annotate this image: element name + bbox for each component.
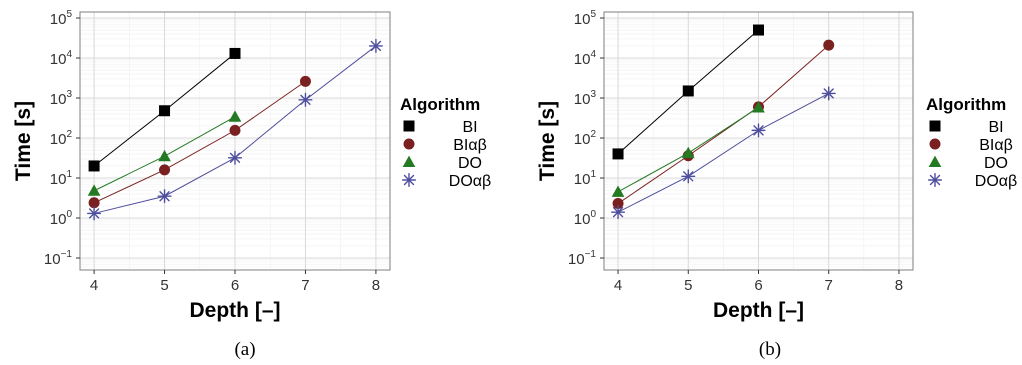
data-point	[87, 206, 102, 221]
y-tick-label: 10−1	[44, 249, 73, 268]
y-tick-label: 10−1	[568, 249, 597, 268]
series-square	[612, 24, 764, 160]
legend-label: BI	[462, 119, 477, 136]
y-tick-label: 104	[574, 49, 597, 68]
y-tick-label: 105	[574, 9, 597, 28]
legend-key	[927, 172, 943, 188]
data-point	[159, 105, 171, 117]
series-line	[617, 92, 829, 213]
data-point	[87, 184, 101, 196]
data-point	[88, 160, 100, 172]
legend-key	[928, 155, 942, 168]
x-tick-label: 7	[825, 277, 833, 294]
legend-label: DO	[984, 155, 1008, 172]
y-tick-label: 101	[574, 169, 597, 188]
x-axis-title: Depth [–]	[713, 299, 804, 322]
y-tick-label: 101	[50, 169, 73, 188]
series-circle	[88, 75, 311, 209]
data-point	[159, 164, 171, 176]
series-asterisk	[611, 86, 836, 220]
y-axis-title: Time [s]	[536, 101, 559, 181]
legend-label: DO	[458, 155, 482, 172]
x-tick-label: 8	[895, 277, 903, 294]
legend-label: DOαβ	[975, 173, 1017, 190]
data-point	[752, 101, 765, 113]
legend-title: Algorithm	[926, 95, 1006, 114]
data-point	[229, 124, 241, 136]
series-line	[93, 80, 306, 204]
x-tick-label: 8	[372, 277, 380, 294]
x-tick-label: 6	[231, 277, 239, 294]
data-point	[229, 47, 241, 59]
data-point	[823, 39, 835, 51]
data-point	[821, 86, 836, 101]
y-tick-label: 100	[50, 209, 73, 228]
grid	[80, 12, 390, 270]
y-tick-label: 100	[574, 209, 597, 228]
legend-label: DOαβ	[449, 173, 491, 190]
x-tick-label: 7	[301, 277, 309, 294]
series-square	[88, 47, 241, 172]
data-point	[611, 185, 625, 197]
data-point	[157, 189, 172, 204]
series-asterisk	[87, 38, 383, 221]
y-axis-title: Time [s]	[12, 101, 35, 181]
data-point	[612, 198, 624, 210]
data-point	[228, 110, 242, 122]
series-triangle	[87, 110, 242, 196]
y-tick-label: 103	[50, 89, 73, 108]
data-point	[682, 85, 694, 97]
series-triangle	[611, 101, 765, 197]
y-tick-label: 102	[574, 129, 597, 148]
legend-key	[403, 138, 415, 150]
data-point	[299, 75, 311, 87]
data-point	[751, 123, 766, 138]
y-tick-label: 102	[50, 129, 73, 148]
x-axis-title: Depth [–]	[190, 299, 281, 322]
data-point	[681, 169, 696, 184]
data-point	[88, 197, 100, 209]
legend-key	[403, 120, 415, 132]
chart-caption: (a)	[234, 339, 255, 360]
y-tick-label: 105	[50, 9, 73, 28]
data-point	[158, 149, 171, 162]
legend-key	[929, 120, 941, 132]
data-point	[681, 146, 695, 159]
chart-caption: (b)	[759, 339, 781, 360]
series-line	[617, 44, 830, 204]
x-tick-label: 5	[684, 277, 692, 294]
data-point	[753, 24, 764, 36]
data-point	[612, 148, 624, 160]
legend-label: BIαβ	[453, 137, 487, 154]
data-point	[368, 38, 383, 53]
legend-title: Algorithm	[400, 95, 480, 114]
legend-key	[402, 155, 416, 168]
legend-key	[401, 172, 417, 188]
x-tick-label: 5	[160, 277, 168, 294]
legend-key	[929, 138, 941, 150]
data-point	[298, 92, 313, 107]
chart-b: 4 5 6 7 8 10−1 100 101 102 103 104 105 Depth [–] Time…	[536, 9, 1017, 360]
y-tick-label: 104	[50, 49, 73, 68]
legend-label: BI	[988, 119, 1003, 136]
x-tick-label: 6	[754, 277, 762, 294]
x-tick-label: 4	[614, 277, 622, 294]
chart-a: 4 5 6 7 8 10−1 100 101 102 103 104 105 Depth [–] Time…	[12, 9, 491, 360]
data-point	[611, 205, 626, 220]
legend-label: BIαβ	[979, 137, 1013, 154]
data-point	[227, 150, 243, 165]
y-tick-label: 103	[574, 89, 597, 108]
x-tick-label: 4	[90, 277, 98, 294]
